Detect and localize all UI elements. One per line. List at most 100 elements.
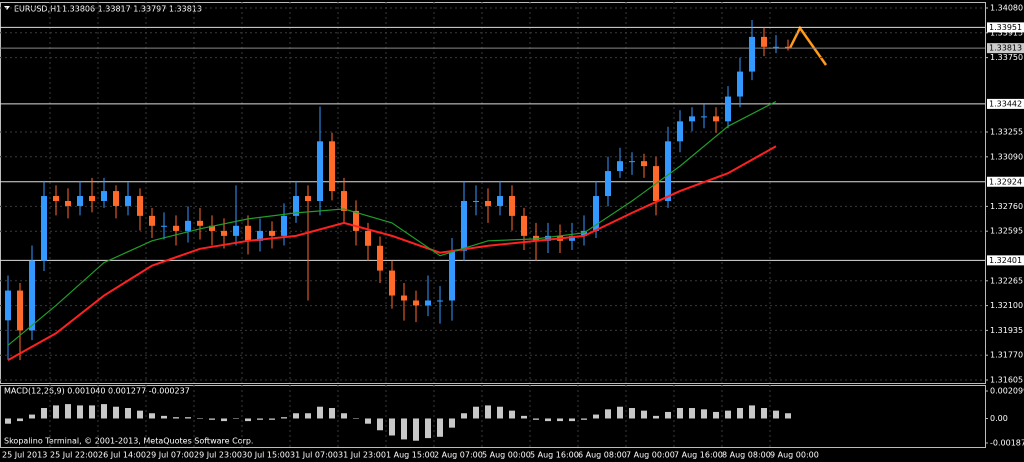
macd-bar — [761, 408, 767, 419]
candle-body — [197, 220, 203, 226]
x-tick-label: 1 Aug 15:00 — [386, 451, 435, 460]
y-tick-label: 1.34080 — [990, 4, 1023, 13]
macd-bar — [209, 418, 215, 420]
x-tick-label: 31 Jul 07:00 — [290, 451, 338, 460]
y-tick-label: 1.33915 — [990, 28, 1023, 37]
last-price-box — [987, 43, 1024, 54]
candle-body — [29, 260, 35, 331]
y-tick-label: 1.31770 — [990, 351, 1023, 360]
main-frame — [0, 2, 986, 384]
macd-bar — [581, 418, 587, 420]
macd-bar — [473, 406, 479, 419]
macd-bar — [461, 413, 467, 419]
macd-bar — [629, 408, 635, 419]
candle-body — [701, 116, 707, 118]
x-tick-label: 7 Aug 00:00 — [626, 451, 675, 460]
header-prices: 1.33806 1.33817 1.33797 1.33813 — [62, 5, 202, 14]
macd-bar — [557, 418, 563, 422]
candle-body — [209, 225, 215, 231]
level-label-box — [987, 22, 1024, 33]
macd-bar — [185, 417, 191, 419]
x-tick-label: 5 Aug 00:00 — [482, 451, 531, 460]
candle-body — [113, 191, 119, 206]
level-label: 1.32924 — [989, 177, 1022, 186]
x-tick-label: 9 Aug 00:00 — [770, 451, 819, 460]
candle-body — [665, 141, 671, 201]
x-tick-label: 7 Aug 16:00 — [674, 451, 723, 460]
macd-bar — [113, 406, 119, 419]
candle-body — [161, 225, 167, 227]
macd-bar — [497, 406, 503, 419]
moving-average — [7, 145, 777, 362]
macd-bar — [365, 418, 371, 424]
macd-bar — [785, 413, 791, 419]
candle-body — [365, 230, 371, 246]
macd-bar — [749, 405, 755, 419]
candle-body — [401, 295, 407, 301]
level-label-box — [987, 255, 1024, 266]
candle-body — [125, 196, 131, 206]
moving-average — [7, 100, 777, 346]
macd-bar — [5, 418, 11, 424]
y-tick-label: 1.31935 — [990, 326, 1023, 335]
macd-bar — [449, 418, 455, 428]
macd-bar — [713, 411, 719, 419]
macd-bar — [245, 418, 251, 422]
macd-tick-label: 0.00 — [990, 414, 1008, 423]
macd-bar — [353, 418, 359, 419]
x-tick-label: 29 Jul 23:00 — [194, 451, 242, 460]
y-tick-label: 1.32595 — [990, 227, 1023, 236]
macd-bar — [41, 408, 47, 419]
candle-body — [737, 71, 743, 97]
macd-bar — [533, 418, 539, 420]
candle-body — [761, 36, 767, 47]
candle-body — [353, 210, 359, 231]
y-tick-label: 1.33255 — [990, 128, 1023, 137]
x-tick-label: 29 Jul 07:00 — [146, 451, 194, 460]
y-tick-label: 1.32100 — [990, 301, 1023, 310]
macd-bar — [233, 418, 239, 419]
candle-body — [617, 161, 623, 172]
candle-body — [317, 141, 323, 201]
macd-bar — [701, 409, 707, 419]
macd-bar — [521, 415, 527, 419]
macd-label: MACD(12,26,9) 0.001040 0.001277 -0.00023… — [4, 387, 190, 396]
macd-bar — [773, 410, 779, 419]
macd-bar — [149, 413, 155, 419]
y-tick-label: 1.32760 — [990, 202, 1023, 211]
candle-body — [413, 300, 419, 306]
candle-body — [305, 196, 311, 201]
macd-bar — [161, 415, 167, 419]
candle-body — [521, 215, 527, 236]
candle-body — [17, 290, 23, 331]
y-tick-label: 1.33750 — [990, 53, 1023, 62]
candle-body — [65, 200, 71, 206]
candle-body — [677, 121, 683, 142]
macd-tick-label: -0.001873 — [990, 438, 1024, 447]
macd-bar — [65, 404, 71, 419]
candle-body — [485, 200, 491, 206]
candle-body — [497, 196, 503, 206]
candle-body — [137, 196, 143, 216]
candle-body — [341, 191, 347, 211]
macd-bar — [689, 408, 695, 419]
candle-body — [509, 196, 515, 216]
macd-bar — [641, 410, 647, 419]
macd-bar — [725, 410, 731, 419]
candle-body — [257, 230, 263, 241]
macd-frame — [0, 385, 986, 448]
candle-body — [221, 230, 227, 236]
candle-body — [545, 235, 551, 241]
x-tick-label: 31 Jul 23:00 — [338, 451, 386, 460]
x-tick-label: 2 Aug 07:00 — [434, 451, 483, 460]
macd-bar — [281, 417, 287, 419]
footer: Skopalino Terminal, © 2001-2013, MetaQuo… — [4, 437, 253, 446]
candle-body — [77, 196, 83, 206]
macd-bar — [269, 418, 275, 420]
x-tick-label: 26 Jul 14:00 — [98, 451, 146, 460]
x-tick-label: 25 Jul 22:00 — [50, 451, 98, 460]
candle-body — [89, 196, 95, 201]
macd-bar — [413, 418, 419, 441]
macd-bar — [77, 405, 83, 419]
